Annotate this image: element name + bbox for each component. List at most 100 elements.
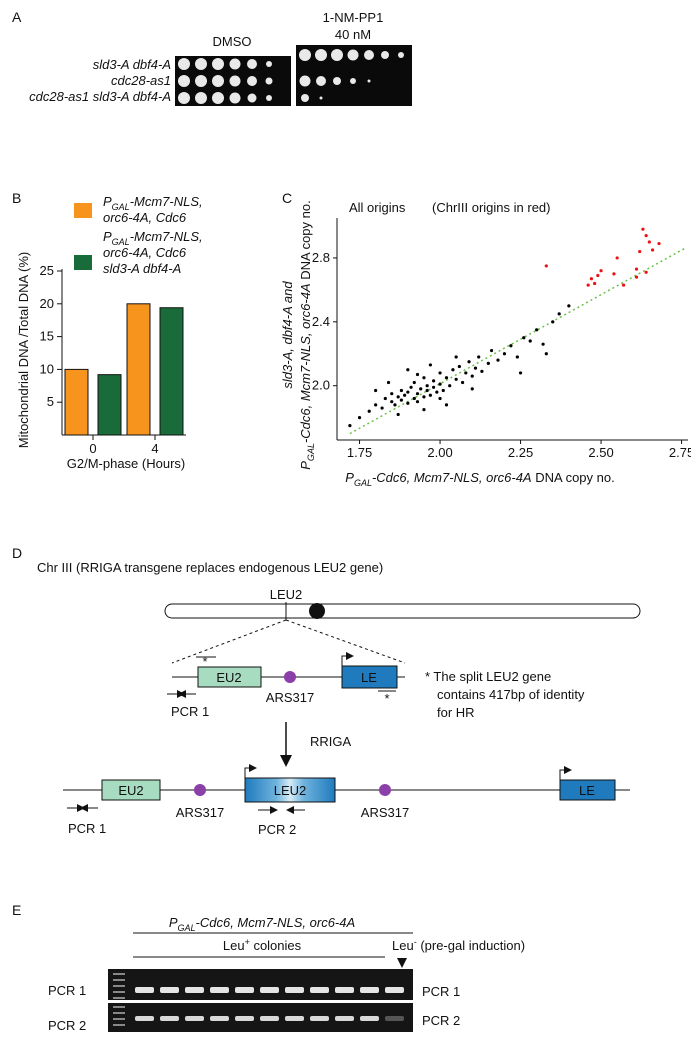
band: [235, 987, 254, 993]
point: [502, 352, 507, 356]
point: [638, 249, 642, 254]
origin: [379, 784, 391, 796]
point: [348, 424, 352, 428]
x-tick-label: 0: [89, 441, 96, 456]
gel-bands: [113, 973, 404, 1026]
panel-a: A DMSO 1-NM-PP1 40 nM sld3-A dbf4-A cdc2…: [12, 9, 412, 106]
point: [438, 382, 442, 386]
point: [612, 272, 616, 276]
ladder-band: [113, 1012, 125, 1014]
y-axis-title: sld3-A, dbf4-A and: [280, 281, 295, 389]
row-label: PCR 2: [48, 1018, 86, 1033]
point: [593, 281, 597, 286]
band: [185, 987, 204, 993]
y-axis-title: Mitochondrial DNA /Total DNA (%): [16, 252, 31, 449]
x-axis-title: G2/M-phase (Hours): [67, 456, 185, 471]
pcr-label: PCR 1: [171, 704, 209, 719]
point: [390, 392, 394, 396]
point: [586, 283, 590, 287]
point: [454, 355, 458, 359]
point: [393, 403, 397, 407]
ladder-band: [113, 985, 125, 987]
point: [435, 390, 439, 394]
promoter: [559, 766, 572, 780]
point: [396, 412, 400, 417]
point: [621, 283, 626, 287]
point: [406, 390, 410, 394]
point: [647, 240, 651, 244]
point: [451, 368, 455, 372]
bar: [159, 307, 184, 436]
row-label: PCR 2: [422, 1013, 460, 1028]
panel-label: A: [12, 9, 22, 25]
spot: [381, 51, 389, 59]
point: [399, 388, 404, 393]
point: [422, 395, 426, 399]
strain: cdc28-as1 sld3-A dbf4-A: [29, 89, 171, 104]
point: [419, 387, 423, 391]
point: [473, 366, 478, 370]
note: * The split LEU2 gene: [425, 669, 551, 684]
panel-e: E PGAL-Cdc6, Mcm7-NLS, orc6-4A Leu+ colo…: [12, 902, 525, 1033]
text-run: GAL: [178, 923, 196, 933]
text-run: -Cdc6, Mcm7-NLS, orc6-4A: [196, 915, 356, 930]
point: [396, 395, 400, 399]
point: [509, 344, 513, 348]
point: [544, 352, 548, 356]
point: [438, 371, 442, 375]
band: [310, 1016, 329, 1021]
spot: [398, 52, 404, 58]
spots: [178, 49, 404, 104]
point: [386, 380, 391, 385]
ladder-band: [113, 991, 125, 993]
legend-label: sld3-A dbf4-A: [103, 261, 181, 276]
point: [406, 401, 410, 405]
row-label: PCR 1: [422, 984, 460, 999]
text-run: P: [345, 470, 354, 485]
spot: [247, 76, 257, 86]
text-run: GAL: [306, 443, 316, 461]
point: [480, 369, 484, 373]
text-run: -Mcm7-NLS,: [130, 194, 203, 209]
spot: [178, 92, 190, 104]
pcr-label: PCR 2: [258, 822, 296, 837]
band: [210, 987, 229, 993]
point: [467, 360, 471, 364]
text-run: Leu: [392, 938, 414, 953]
y-tick-label: 2.4: [312, 314, 330, 329]
note: contains 417bp of identity: [437, 687, 585, 702]
point: [415, 372, 420, 377]
point: [409, 385, 413, 389]
origin-label: ARS317: [361, 805, 409, 820]
chromosome: [164, 603, 641, 619]
gene-label: EU2: [118, 783, 143, 798]
text-run: P: [169, 915, 178, 930]
spot: [212, 75, 224, 87]
point: [432, 385, 436, 389]
point: [557, 312, 561, 316]
spot: [266, 61, 272, 67]
text-run: -Cdc6, Mcm7-NLS, orc6-4A: [372, 470, 532, 485]
point: [496, 358, 500, 362]
spot: [333, 77, 341, 85]
band: [260, 987, 279, 993]
gene-box: [559, 779, 616, 801]
band: [210, 1016, 229, 1021]
point: [650, 248, 655, 252]
star: *: [202, 654, 207, 669]
legend-label: PGAL-Mcm7-NLS,: [103, 194, 203, 212]
gene-box: [341, 665, 398, 689]
point: [515, 355, 519, 359]
text-run: GAL: [112, 237, 130, 247]
band: [310, 987, 329, 993]
pcr-label: PCR 1: [68, 821, 106, 836]
annotation: (ChrIII origins in red): [432, 200, 550, 215]
spot: [229, 75, 241, 87]
panel-label: D: [12, 545, 22, 561]
text-run: P: [298, 461, 313, 470]
legend-swatch: [74, 203, 92, 218]
spot: [195, 75, 207, 87]
point: [383, 396, 387, 401]
y-tick-label: 2.0: [312, 378, 330, 393]
spot: [229, 92, 241, 104]
